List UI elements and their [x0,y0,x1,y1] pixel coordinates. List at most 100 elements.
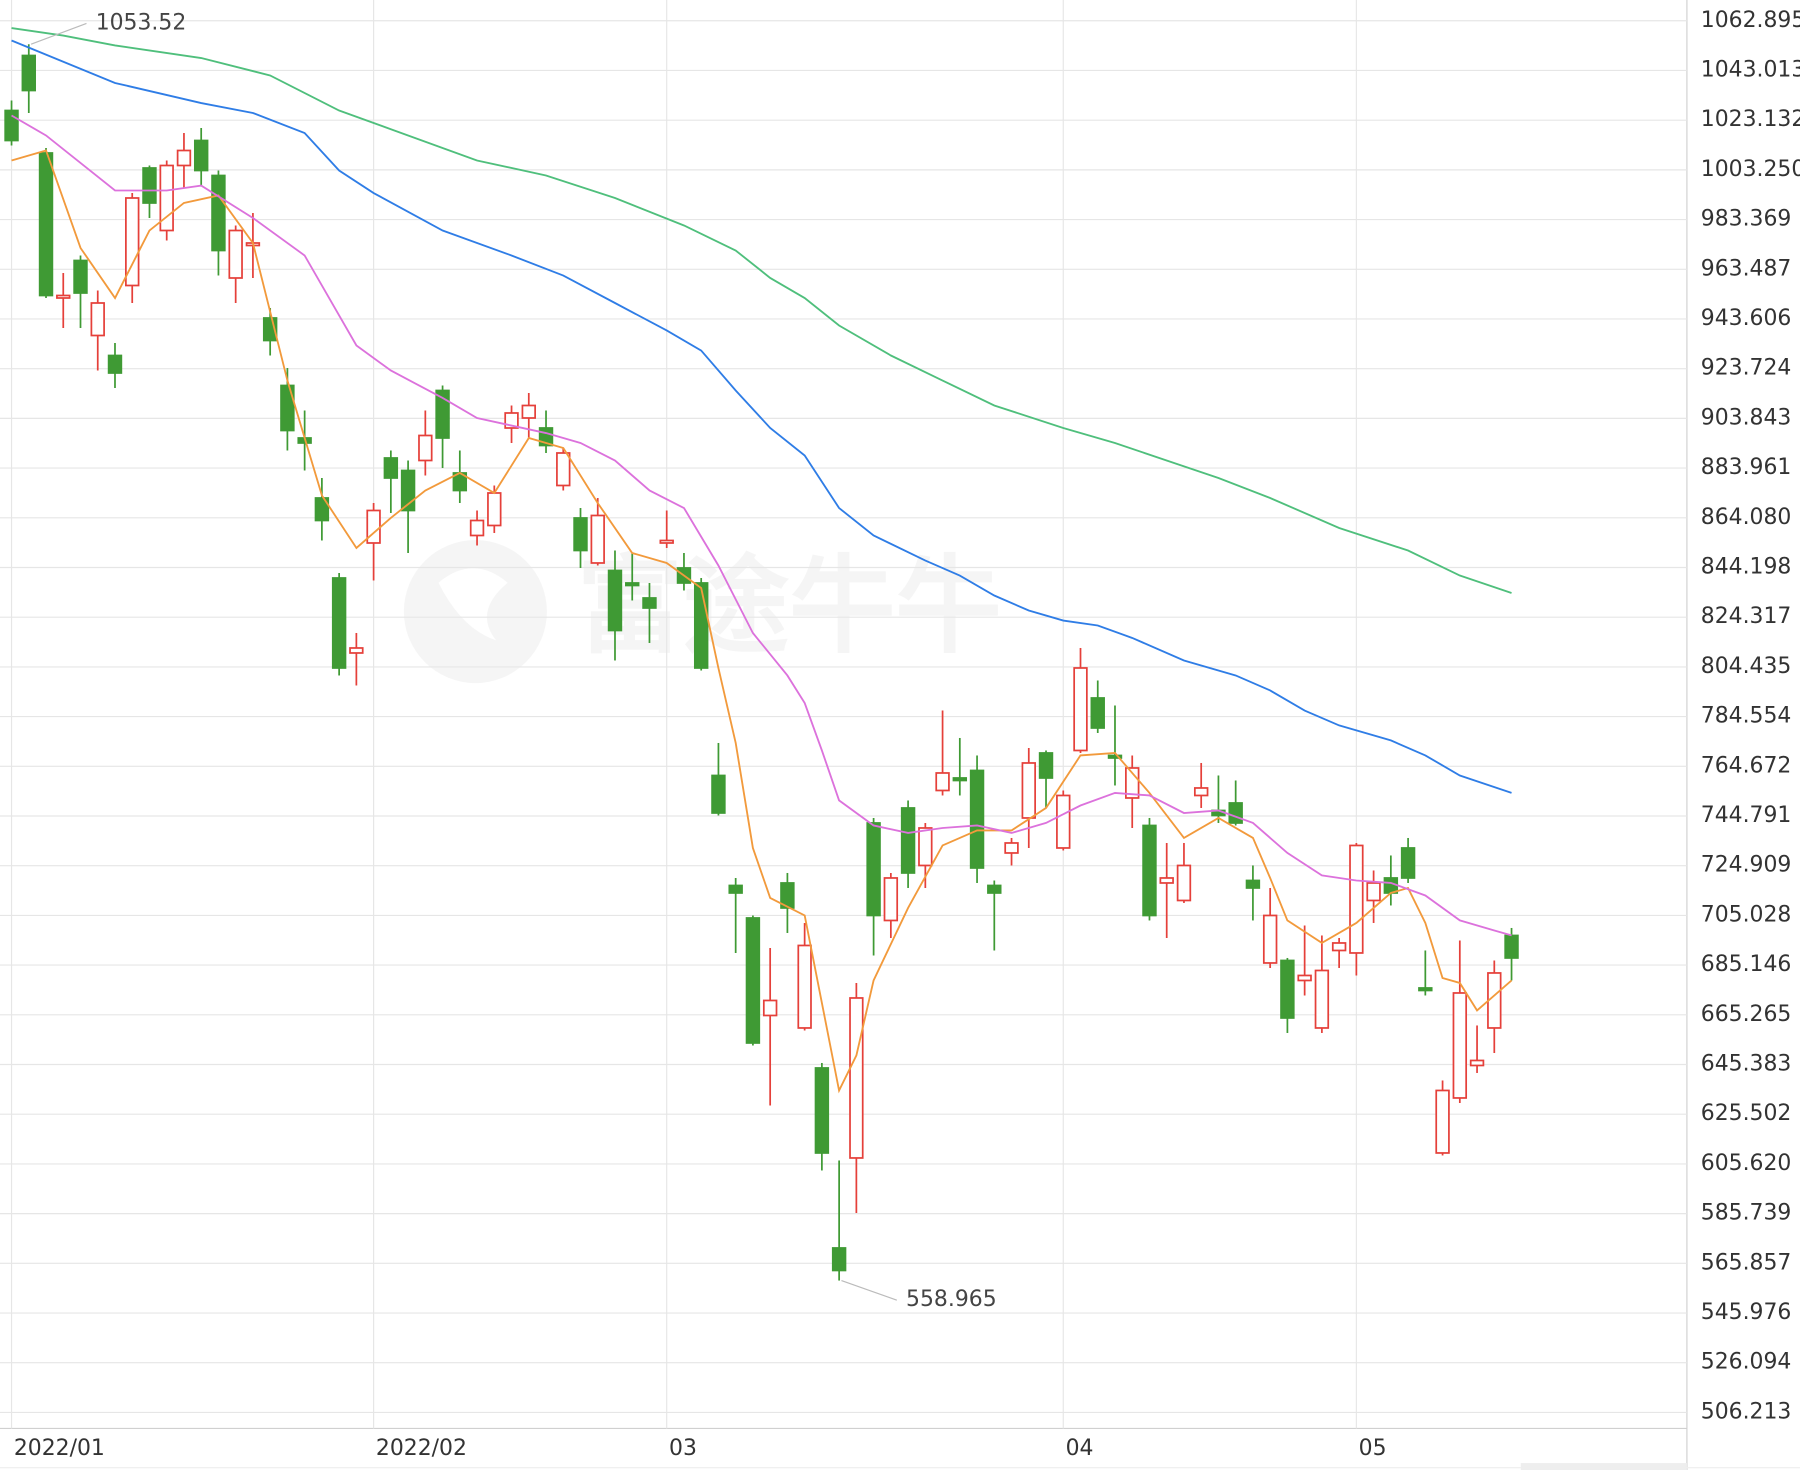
y-tick-label: 864.080 [1701,505,1792,530]
candle-body [711,774,726,814]
candle-body [659,539,674,544]
candle-body [1090,697,1105,729]
candle-body [1038,752,1054,779]
candle-body [314,497,330,522]
moving-average-line [11,27,1512,594]
candle-body [728,884,743,894]
y-tick-label: 625.502 [1701,1101,1792,1126]
y-tick-label: 1062.895 [1701,8,1800,33]
candle-body [1349,844,1364,954]
candle-body [866,822,881,917]
y-tick-label: 844.198 [1701,554,1792,579]
candle-body [814,1067,830,1154]
candle-body [1021,762,1036,819]
y-tick-label: 883.961 [1701,455,1792,480]
y-tick-label: 1003.250 [1701,157,1800,182]
watermark-logo-mark [438,568,508,641]
candle-body [176,149,192,167]
y-tick-label: 645.383 [1701,1052,1792,1077]
watermark-text: 富途牛牛 [577,545,1002,669]
candle-body [73,259,88,294]
candle-body [331,577,347,669]
min-leader [841,1280,898,1301]
y-tick-label: 545.976 [1701,1300,1792,1325]
candle-body [1073,667,1088,752]
candle-body [211,174,226,252]
candle-body [1228,802,1243,824]
y-tick-label: 983.369 [1701,207,1792,232]
candle-body [193,139,209,172]
candle-body [1142,824,1157,917]
candle-body [125,197,140,287]
candle-body [38,152,54,297]
candle-body [56,294,71,299]
y-tick-label: 724.909 [1701,853,1792,878]
y-tick-label: 804.435 [1701,654,1792,679]
candle-body [1331,942,1347,952]
candle-body [987,884,1002,894]
grid [0,0,1687,1429]
y-tick-label: 744.791 [1701,803,1792,828]
candle-body [1004,842,1019,854]
candle-body [487,492,502,527]
candle-body [590,514,605,564]
candle-body [1418,987,1433,992]
candle-body [366,509,381,544]
y-tick-label: 943.606 [1701,306,1792,331]
candle-body [849,997,864,1159]
candle-body [142,167,157,204]
candle-body [107,354,123,374]
candle-body [797,944,812,1029]
scroll-handle [1520,1463,1687,1470]
candle-body [1176,864,1192,902]
y-tick-label: 665.265 [1701,1002,1792,1027]
y-tick-label: 685.146 [1701,952,1792,977]
x-tick-label: 2022/02 [376,1436,467,1461]
x-tick-label: 03 [669,1436,697,1461]
x-tick-label: 2022/01 [14,1436,105,1461]
candle-body [762,999,778,1017]
candle-body [521,404,536,419]
candle-body [642,597,657,609]
y-tick-label: 963.487 [1701,256,1792,281]
candle-body [1280,959,1295,1019]
candle-body [780,882,795,909]
moving-average-line [11,149,1513,1094]
x-tick-label: 05 [1359,1436,1387,1461]
candle-body [1107,754,1123,759]
candles [4,44,1519,1281]
candle-body [21,54,36,92]
y-tick-label: 903.843 [1701,405,1792,430]
candle-body [831,1247,847,1272]
candle-body [349,647,364,654]
moving-average-line [11,39,1512,794]
x-tick-label: 04 [1066,1436,1094,1461]
y-tick-label: 526.094 [1701,1350,1792,1375]
y-tick-label: 1043.013 [1701,57,1800,82]
max-label: 1053.52 [96,10,187,35]
candle-body [693,582,709,669]
candle-body [1452,992,1468,1099]
candle-body [607,569,623,632]
candle-body [952,777,968,782]
candle-body [1435,1089,1450,1154]
candle-body [1193,787,1209,797]
y-tick-label: 923.724 [1701,356,1792,381]
candle-body [969,769,985,869]
candle-body [1314,969,1330,1029]
candle-body [1245,879,1261,889]
y-tick-label: 784.554 [1701,704,1792,729]
y-tick-label: 506.213 [1701,1399,1792,1424]
candle-body [1469,1059,1485,1067]
y-tick-label: 824.317 [1701,604,1792,629]
candle-body [1159,877,1174,884]
y-tick-label: 565.857 [1701,1250,1792,1275]
candle-body [228,229,243,279]
candle-body [1297,974,1312,982]
y-tick-label: 605.620 [1701,1151,1792,1176]
candle-body [1262,914,1278,964]
candle-body [435,389,450,439]
candle-body [883,877,899,922]
